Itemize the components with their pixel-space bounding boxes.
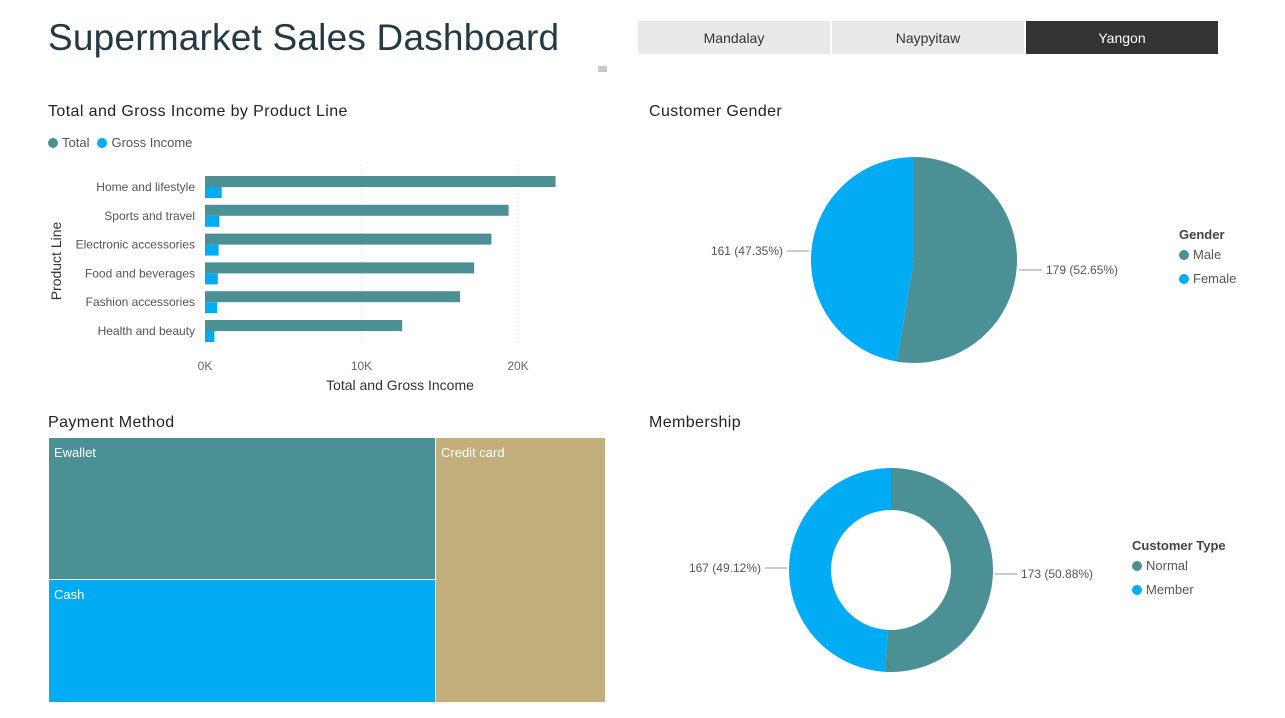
income-bar-chart: 0K 10K 20K Total and Gross Income Product Li… <box>48 165 556 393</box>
legend-item-total[interactable]: Total <box>48 135 89 150</box>
data-label-normal: 173 (50.88%) <box>1021 567 1093 581</box>
gender-chart-title: Customer Gender <box>649 103 783 120</box>
treemap-cell-ewallet[interactable]: Ewallet <box>48 437 436 580</box>
payment-chart-title: Payment Method <box>48 414 175 431</box>
treemap-label-cash: Cash <box>54 587 85 602</box>
gender-pie-chart: 179 (52.65%) 161 (47.35%) <box>711 157 1118 364</box>
x-tick-label: 0K <box>198 359 213 373</box>
bar-total-electronic-accessories[interactable] <box>205 233 492 245</box>
data-label-member: 167 (49.12%) <box>689 561 761 575</box>
city-slicer: Mandalay Naypyitaw Yangon <box>638 21 1218 54</box>
slice-female[interactable] <box>811 157 914 362</box>
legend-label-normal: Normal <box>1146 558 1188 573</box>
y-tick-label-home-and-lifestyle: Home and lifestyle <box>96 180 195 194</box>
page-title: Supermarket Sales Dashboard <box>48 17 560 58</box>
legend-item-member[interactable]: Member <box>1132 582 1218 597</box>
bar-gross-income-fashion-accessories[interactable] <box>205 302 218 314</box>
bar-total-sports-and-travel[interactable] <box>205 204 509 216</box>
y-tick-label-health-and-beauty: Health and beauty <box>98 324 195 338</box>
membership-donut-chart: 173 (50.88%) 167 (49.12%) <box>689 468 1093 672</box>
data-label-male: 179 (52.65%) <box>1046 263 1118 277</box>
treemap-cell-cash[interactable]: Cash <box>48 579 436 703</box>
legend-dot-gross-income <box>97 137 108 148</box>
y-tick-label-electronic-accessories: Electronic accessories <box>76 238 195 252</box>
legend-dot-normal <box>1132 560 1142 571</box>
treemap-label-ewallet: Ewallet <box>54 445 96 460</box>
bar-gross-income-sports-and-travel[interactable] <box>205 215 220 227</box>
payment-treemap: Ewallet Cash Credit card <box>48 437 606 703</box>
legend-label-female: Female <box>1193 271 1237 286</box>
bar-gross-income-home-and-lifestyle[interactable] <box>205 187 222 198</box>
legend-item-female[interactable]: Female <box>1179 271 1236 286</box>
income-chart-title: Total and Gross Income by Product Line <box>48 103 348 120</box>
legend-dot-male <box>1179 249 1189 260</box>
visual-focus-handle[interactable] <box>598 66 607 72</box>
legend-label-total: Total <box>62 135 90 150</box>
legend-dot-member <box>1132 584 1142 595</box>
data-label-female: 161 (47.35%) <box>711 244 783 258</box>
income-chart-legend: Total Gross Income <box>48 135 200 150</box>
slice-male[interactable] <box>896 157 1018 364</box>
legend-item-normal[interactable]: Normal <box>1132 558 1218 573</box>
membership-chart-title: Membership <box>649 414 742 431</box>
legend-dot-female <box>1179 273 1189 284</box>
x-tick-label: 10K <box>351 359 372 373</box>
bar-total-home-and-lifestyle[interactable] <box>205 176 556 187</box>
bar-gross-income-health-and-beauty[interactable] <box>205 331 215 342</box>
x-axis-title: Total and Gross Income <box>326 377 474 393</box>
gender-legend: Gender Male Female <box>1179 227 1244 295</box>
legend-label-member: Member <box>1146 582 1194 597</box>
x-tick-label: 20K <box>507 359 528 373</box>
legend-label-male: Male <box>1193 247 1222 262</box>
slice-normal[interactable] <box>885 468 993 672</box>
treemap-label-credit-card: Credit card <box>441 445 505 460</box>
membership-legend: Customer Type Normal Member <box>1132 538 1226 606</box>
bar-gross-income-electronic-accessories[interactable] <box>205 244 219 256</box>
bar-total-food-and-beverages[interactable] <box>205 262 475 274</box>
y-tick-label-food-and-beverages: Food and beverages <box>85 266 195 280</box>
legend-item-gross-income[interactable]: Gross Income <box>97 135 192 150</box>
bar-gross-income-food-and-beverages[interactable] <box>205 273 218 285</box>
slicer-option-naypyitaw[interactable]: Naypyitaw <box>832 21 1024 54</box>
bar-total-health-and-beauty[interactable] <box>205 320 403 331</box>
legend-label-gross-income: Gross Income <box>111 135 193 150</box>
legend-item-male[interactable]: Male <box>1179 247 1236 262</box>
treemap-cell-credit-card[interactable]: Credit card <box>435 437 606 703</box>
y-tick-label-sports-and-travel: Sports and travel <box>104 209 195 223</box>
bar-total-fashion-accessories[interactable] <box>205 291 461 303</box>
y-axis-title: Product Line <box>48 221 64 300</box>
gender-legend-title: Gender <box>1179 227 1225 242</box>
membership-legend-title: Customer Type <box>1132 538 1226 553</box>
slicer-option-yangon[interactable]: Yangon <box>1026 21 1218 54</box>
slicer-option-mandalay[interactable]: Mandalay <box>638 21 830 54</box>
slice-member[interactable] <box>788 468 891 672</box>
legend-dot-total <box>48 137 58 148</box>
y-tick-label-fashion-accessories: Fashion accessories <box>86 295 195 309</box>
